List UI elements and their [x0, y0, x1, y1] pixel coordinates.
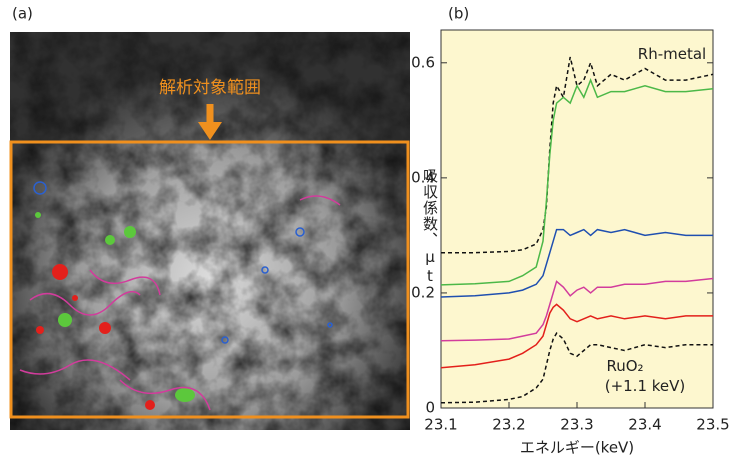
x-tick-label: 23.1	[424, 416, 457, 434]
series-annotation: (+1.1 keV)	[605, 377, 686, 395]
region-annotation: 解析対象範囲	[159, 78, 261, 98]
x-tick-label: 23.5	[696, 416, 729, 434]
y-tick-label: 0	[425, 399, 435, 417]
figure: (a) 解析対象範囲 (b)00.20.40.623.123.223.323.4…	[0, 0, 742, 457]
y-tick-label: 0.2	[411, 283, 435, 301]
y-axis-label: 吸収係数、μt	[420, 168, 441, 286]
x-tick-label: 23.4	[628, 416, 661, 434]
panel-label: (a)	[12, 5, 33, 23]
x-axis-label: エネルギー(keV)	[520, 439, 634, 457]
series-label: RuO₂	[606, 357, 643, 375]
series-label: Rh-metal	[638, 45, 706, 63]
x-tick-label: 23.2	[492, 416, 525, 434]
y-tick-label: 0.6	[411, 53, 435, 71]
panel-label: (b)	[448, 5, 469, 23]
x-tick-label: 23.3	[560, 416, 593, 434]
chart: (a) 解析対象範囲 (b)00.20.40.623.123.223.323.4…	[0, 0, 742, 457]
